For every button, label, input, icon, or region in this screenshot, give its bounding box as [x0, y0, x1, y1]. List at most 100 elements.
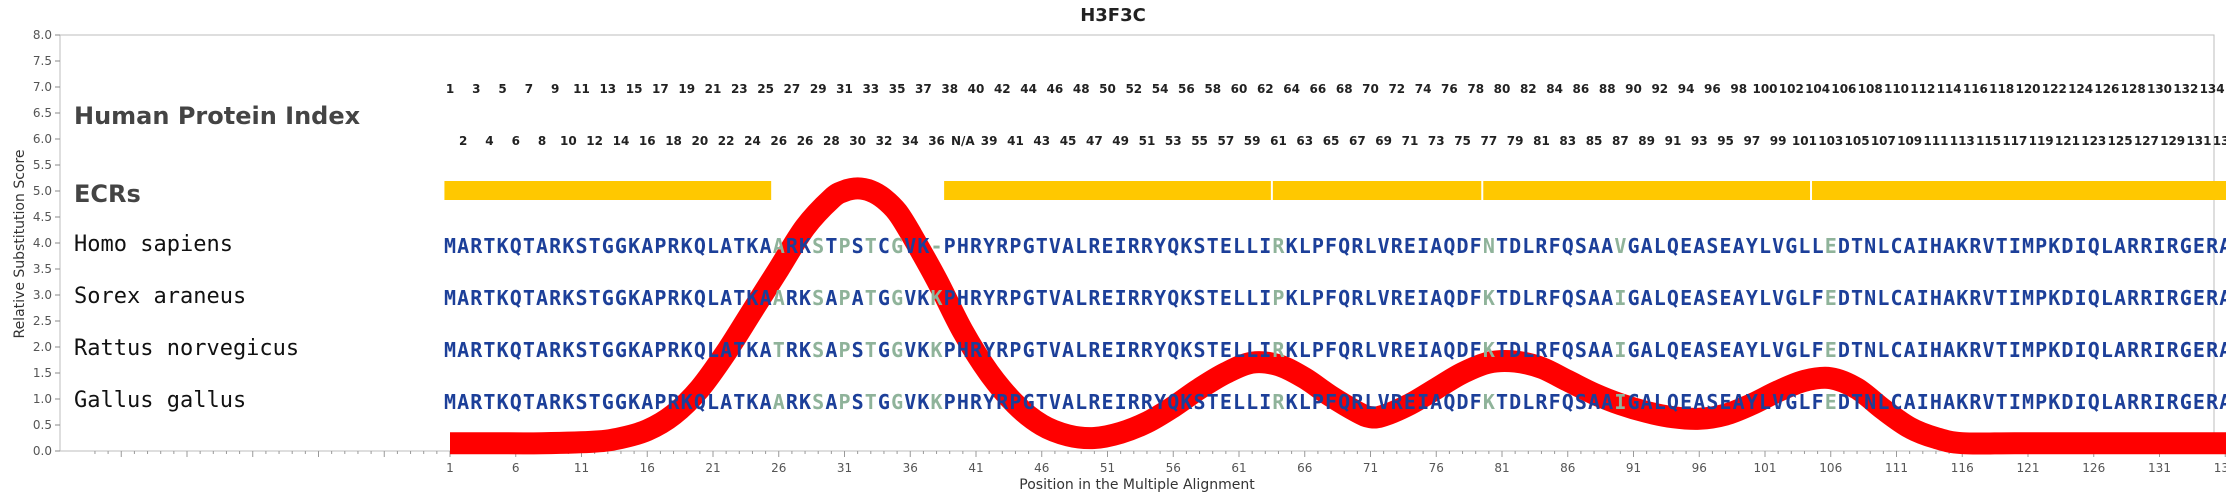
residue: S: [575, 390, 587, 414]
residue: P: [1009, 390, 1021, 414]
index-label-top: 50: [1099, 82, 1116, 96]
index-label-bottom: 4: [485, 134, 493, 148]
residue: A: [536, 286, 548, 310]
residue: A: [2114, 338, 2126, 362]
residue: T: [1036, 390, 1048, 414]
residue: E: [1680, 390, 1692, 414]
residue: P: [654, 390, 666, 414]
residue: A: [825, 286, 837, 310]
residue: R: [1088, 286, 1101, 310]
index-label-top: 31: [836, 82, 853, 96]
residue: K: [1286, 234, 1298, 258]
residue: A: [773, 234, 785, 258]
residue: I: [2075, 286, 2087, 310]
residue: K: [497, 234, 509, 258]
x-tick-label: 16: [640, 461, 655, 475]
residue: K: [681, 234, 693, 258]
residue: D: [1838, 338, 1850, 362]
residue: A: [1641, 286, 1653, 310]
residue: T: [1207, 390, 1219, 414]
index-label-top: 3: [472, 82, 480, 96]
residue: S: [812, 338, 824, 362]
residue: S: [1575, 390, 1587, 414]
residue: R: [1128, 390, 1141, 414]
residue: R: [996, 286, 1009, 310]
residue: Q: [1167, 390, 1179, 414]
residue: K: [1286, 390, 1298, 414]
residue: Q: [1443, 390, 1455, 414]
residue: V: [904, 338, 916, 362]
index-label-top: 62: [1257, 82, 1274, 96]
residue: S: [575, 234, 587, 258]
residue: V: [1772, 234, 1784, 258]
residue: A: [720, 286, 732, 310]
residue: A: [825, 390, 837, 414]
residue: R: [2206, 338, 2219, 362]
residue: R: [1351, 338, 1364, 362]
residue: F: [1812, 286, 1824, 310]
residue: R: [668, 286, 681, 310]
residue: A: [1641, 234, 1653, 258]
index-label-top: 116: [1963, 82, 1988, 96]
residue: L: [1246, 390, 1258, 414]
residue: Y: [1746, 286, 1758, 310]
residue: T: [733, 234, 745, 258]
residue: Q: [1167, 234, 1179, 258]
residue: R: [549, 390, 562, 414]
residue: L: [1877, 338, 1889, 362]
residue: K: [562, 338, 574, 362]
residue: P: [838, 286, 850, 310]
index-label-top: 9: [551, 82, 559, 96]
residue: G: [2180, 234, 2192, 258]
residue: G: [891, 286, 903, 310]
residue: R: [668, 390, 681, 414]
residue: T: [1996, 234, 2008, 258]
index-label-top: 42: [994, 82, 1011, 96]
residue: A: [1430, 338, 1442, 362]
residue: I: [2153, 286, 2165, 310]
residue: E: [1404, 338, 1416, 362]
residue: V: [1772, 390, 1784, 414]
residue: T: [825, 234, 837, 258]
residue: P: [838, 234, 850, 258]
residue: K: [628, 234, 640, 258]
index-label-top: 44: [1020, 82, 1037, 96]
residue: R: [786, 234, 799, 258]
residue: I: [1259, 286, 1271, 310]
residue: I: [2153, 338, 2165, 362]
residue: S: [1706, 234, 1718, 258]
index-label-top: 7: [525, 82, 533, 96]
residue: A: [1943, 338, 1955, 362]
residue: E: [1680, 286, 1692, 310]
residue: Q: [1167, 286, 1179, 310]
residue: A: [457, 286, 469, 310]
residue: I: [1115, 234, 1127, 258]
residue: K: [931, 286, 943, 310]
residue: V: [1049, 234, 1061, 258]
residue: E: [1220, 234, 1232, 258]
index-label-bottom: 133: [2213, 134, 2226, 148]
residue: E: [1825, 286, 1837, 310]
residue: A: [1943, 234, 1955, 258]
residue: S: [1194, 234, 1206, 258]
residue: C: [878, 234, 890, 258]
residue: A: [457, 234, 469, 258]
residue: R: [1351, 390, 1364, 414]
residue: E: [1101, 390, 1113, 414]
residue: R: [2167, 234, 2180, 258]
residue: F: [1812, 338, 1824, 362]
index-label-bottom: 10: [560, 134, 577, 148]
residue: T: [589, 390, 601, 414]
residue: L: [2101, 338, 2113, 362]
index-label-top: 134: [2200, 82, 2225, 96]
x-tick-label: 101: [1754, 461, 1777, 475]
residue: A: [1601, 338, 1613, 362]
index-label-top: 72: [1388, 82, 1405, 96]
residue: T: [1036, 338, 1048, 362]
residue: K: [562, 390, 574, 414]
index-label-top: 38: [941, 82, 958, 96]
x-axis-label: Position in the Multiple Alignment: [1019, 477, 1255, 493]
residue: V: [904, 390, 916, 414]
residue: R: [549, 286, 562, 310]
